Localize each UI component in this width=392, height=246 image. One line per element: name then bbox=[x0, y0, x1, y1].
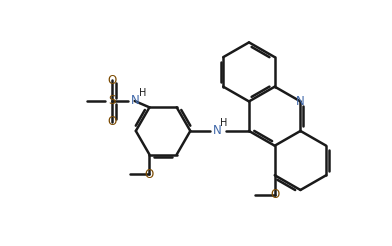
Text: S: S bbox=[108, 94, 116, 108]
Text: H: H bbox=[138, 88, 146, 98]
Text: N: N bbox=[296, 95, 305, 108]
Text: O: O bbox=[270, 188, 279, 201]
Text: O: O bbox=[145, 168, 154, 181]
Text: H: H bbox=[220, 118, 227, 128]
Text: N: N bbox=[212, 124, 221, 138]
Text: N: N bbox=[131, 94, 140, 107]
Text: O: O bbox=[107, 115, 116, 128]
Text: O: O bbox=[107, 74, 116, 87]
